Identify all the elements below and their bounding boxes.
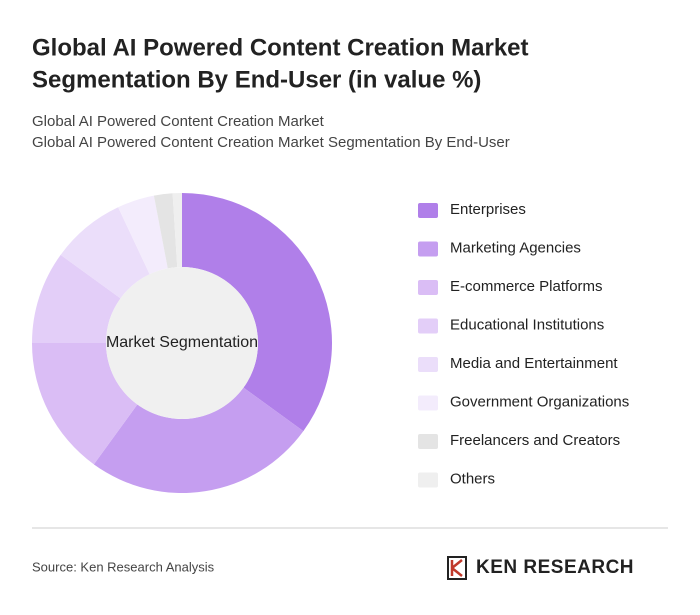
chart-title: Segmentation By End-User (in value %) — [32, 66, 481, 93]
legend-label: Enterprises — [450, 201, 526, 218]
logo-icon — [450, 559, 463, 577]
legend-swatch — [418, 434, 438, 449]
source: Source: Ken Research Analysis — [32, 559, 215, 574]
donut-slice — [60, 207, 150, 299]
donut-slice — [93, 387, 304, 493]
donut-hole — [106, 267, 258, 419]
donut-slice — [153, 193, 178, 269]
legend-label: Freelancers and Creators — [450, 432, 620, 449]
donut-slice — [32, 254, 121, 343]
legend-swatch — [418, 395, 438, 411]
donut-slice — [182, 193, 332, 432]
donut-slice — [172, 193, 182, 268]
logo: KEN RESEARCH — [447, 556, 634, 580]
legend-swatch — [418, 318, 438, 334]
donut-slice — [118, 195, 168, 275]
logo-icon — [447, 556, 467, 580]
legend-swatch — [418, 241, 438, 257]
legend-label: Educational Institutions — [450, 316, 604, 333]
chart-subtitle: Global AI Powered Content Creation Marke… — [32, 113, 325, 130]
legend-label: E-commerce Platforms — [450, 278, 603, 295]
logo-text: KEN RESEARCH — [476, 557, 634, 578]
donut-slice — [32, 343, 138, 465]
legend-label: Government Organizations — [450, 393, 629, 410]
center-label: Market Segmentation — [106, 334, 258, 351]
legend-swatch — [418, 472, 438, 488]
legend-label: Others — [450, 470, 495, 487]
legend-swatch — [418, 203, 438, 218]
legend-swatch — [418, 357, 438, 372]
legend-swatch — [418, 280, 438, 295]
legend-label: Media and Entertainment — [450, 355, 618, 372]
chart-subtitle: Global AI Powered Content Creation Marke… — [32, 134, 510, 151]
chart-title: Global AI Powered Content Creation Marke… — [32, 34, 529, 61]
legend-label: Marketing Agencies — [450, 239, 581, 256]
